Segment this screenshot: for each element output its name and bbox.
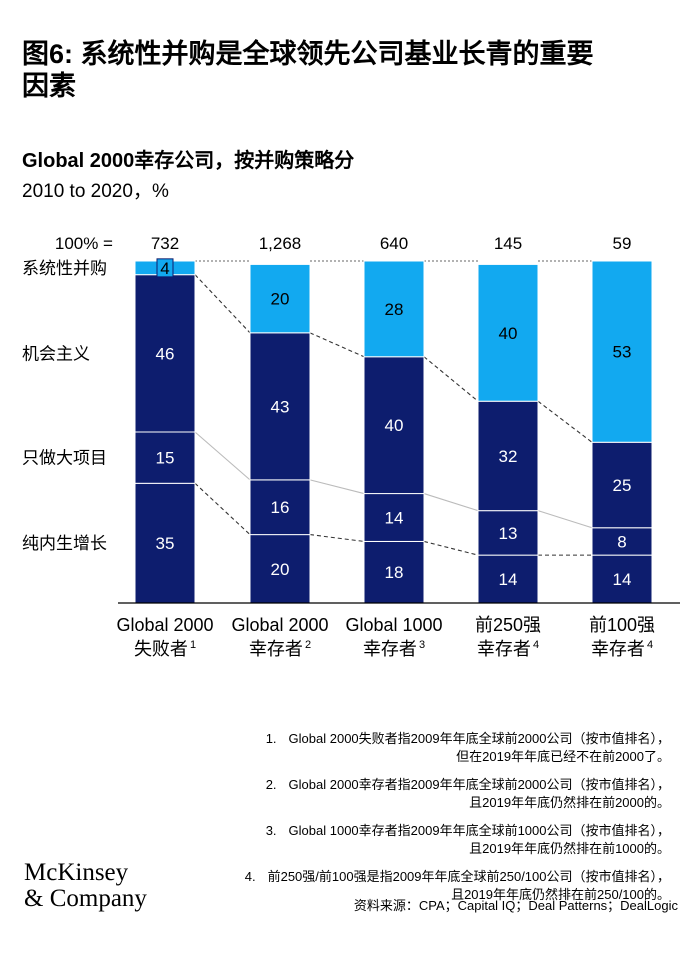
footnote-text: 且2019年年底仍然排在前2000的。 [469, 795, 670, 810]
connector-line [423, 356, 479, 402]
total-prefix-label: 100% = [55, 234, 113, 253]
bar-segment [477, 554, 539, 604]
bar-segment [134, 482, 196, 604]
connector-line [537, 400, 593, 443]
category-label: 幸存者 3 [363, 639, 425, 659]
total-label: 1,268 [259, 234, 302, 253]
connector-line [194, 482, 251, 536]
bar-segment [477, 510, 539, 556]
connector-line [537, 510, 593, 529]
bar-segment [134, 431, 196, 484]
bar-segment [363, 540, 425, 604]
connector-line [309, 479, 365, 495]
data-label-box [156, 258, 174, 278]
data-label: 32 [499, 447, 518, 466]
footnote-1: 1. Global 2000失败者指2009年年底全球前2000公司（按市值排名）… [150, 730, 670, 766]
series-label: 纯内生增长 [22, 534, 107, 553]
data-label: 4 [160, 259, 169, 278]
footnote-number: 3. [265, 823, 277, 838]
bar-segment [591, 554, 653, 604]
bar-segment [477, 263, 539, 402]
footnote-2: 2. Global 2000幸存者指2009年年底全球前2000公司（按市值排名）… [150, 776, 670, 812]
bar-segment [363, 260, 425, 358]
bar-segment [591, 527, 653, 556]
data-label: 18 [385, 563, 404, 582]
category-label: Global 1000 [345, 615, 442, 635]
series-label: 系统性并购 [22, 259, 107, 278]
bar-segment [363, 493, 425, 542]
bar-segment [477, 400, 539, 512]
chart-period-note: 2010 to 2020，% [22, 181, 169, 202]
footnote-4: 4. 前250强/前100强是指2009年年底全球前250/100公司（按市值排名… [150, 868, 670, 904]
category-label: Global 2000 [231, 615, 328, 635]
data-label: 25 [613, 476, 632, 495]
data-label: 40 [499, 324, 518, 343]
data-label: 40 [385, 416, 404, 435]
total-label: 59 [613, 234, 632, 253]
footnote-number: 1. [265, 731, 277, 746]
data-label: 15 [156, 449, 175, 468]
footnote-text: Global 1000幸存者指2009年年底全球前1000公司（按市值排名）， [288, 823, 670, 838]
title-line-1: 图6: 系统性并购是全球领先公司基业长青的重要 [22, 39, 594, 69]
bar-segment [591, 441, 653, 529]
footnote-text: Global 2000失败者指2009年年底全球前2000公司（按市值排名）， [288, 731, 670, 746]
category-label: 前100强 [589, 615, 655, 635]
footnotes: 1. Global 2000失败者指2009年年底全球前2000公司（按市值排名）… [150, 730, 670, 914]
connector-line [194, 274, 251, 334]
series-label: 只做大项目 [22, 449, 107, 468]
footnote-number: 4. [244, 869, 256, 884]
data-label: 28 [385, 300, 404, 319]
data-label: 20 [271, 290, 290, 309]
series-label: 机会主义 [22, 344, 90, 363]
data-label: 14 [499, 570, 518, 589]
chart-subtitle: Global 2000幸存公司，按并购策略分 [22, 150, 355, 172]
connector-line [423, 540, 479, 556]
data-label: 8 [617, 532, 626, 551]
category-label: 幸存者 4 [591, 639, 653, 659]
page-title: 图6: 系统性并购是全球领先公司基业长青的重要 因素 [22, 38, 672, 102]
data-label: 53 [613, 343, 632, 362]
footnote-text: 前250强/前100强是指2009年年底全球前250/100公司（按市值排名）， [267, 869, 670, 884]
data-label: 46 [156, 344, 175, 363]
logo-line-2: & Company [24, 885, 147, 912]
stacked-bar-chart: 35 15 46 4 20 16 43 20 18 14 40 28 14 13 32 40 14 8 25 53 10… [22, 234, 680, 659]
connector-line [423, 493, 479, 512]
footnote-text: 且2019年年底仍然排在前250/100的。 [451, 887, 670, 902]
bar-segment [591, 260, 653, 443]
category-label: 幸存者 4 [477, 639, 539, 659]
total-label: 145 [494, 234, 522, 253]
data-label: 14 [385, 509, 404, 528]
category-label: Global 2000 [116, 615, 213, 635]
bar-segment [363, 356, 425, 495]
data-label: 43 [271, 397, 290, 416]
data-label: 20 [271, 560, 290, 579]
data-label: 16 [271, 498, 290, 517]
data-label: 13 [499, 524, 518, 543]
category-label: 失败者 1 [134, 639, 196, 659]
footnote-text: Global 2000幸存者指2009年年底全球前2000公司（按市值排名）， [288, 777, 670, 792]
data-label: 14 [613, 570, 632, 589]
category-label: 前250强 [475, 615, 541, 635]
connector-line [309, 534, 365, 542]
connector-line [194, 431, 251, 481]
total-label: 640 [380, 234, 408, 253]
logo-line-1: McKinsey [24, 859, 129, 886]
footnote-text: 但在2019年年底已经不在前2000了。 [456, 749, 670, 764]
total-label: 732 [151, 234, 179, 253]
bar-segment [249, 332, 311, 481]
bar-segment [249, 263, 311, 334]
footnote-number: 2. [265, 777, 277, 792]
category-label: 幸存者 2 [249, 639, 311, 659]
connector-line [309, 332, 365, 358]
source-note: 资料来源：CPA；Capital IQ；Deal Patterns；DealLo… [353, 898, 678, 913]
data-label: 35 [156, 534, 175, 553]
mckinsey-logo: McKinsey & Company [24, 860, 147, 912]
footnote-text: 且2019年年底仍然排在前1000的。 [469, 841, 670, 856]
title-line-2: 因素 [22, 71, 76, 101]
bar-segment [134, 274, 196, 433]
footnote-3: 3. Global 1000幸存者指2009年年底全球前1000公司（按市值排名）… [150, 822, 670, 858]
